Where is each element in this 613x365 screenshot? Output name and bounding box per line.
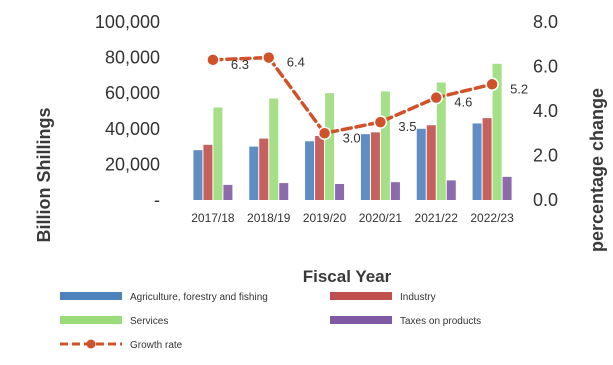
x-tick-label: 2022/23	[470, 211, 514, 225]
legend-item: Taxes on products	[330, 316, 481, 327]
x-tick-label: 2021/22	[415, 211, 459, 225]
y-tick-label: -	[154, 190, 160, 210]
legend-swatch	[330, 292, 392, 300]
y-tick-label: 60,000	[105, 83, 160, 103]
growth-rate-label: 3.0	[343, 130, 361, 145]
growth-rate-label: 6.4	[287, 55, 305, 70]
bar	[269, 98, 279, 200]
y-tick-label: 20,000	[105, 154, 160, 174]
bar	[223, 184, 233, 200]
bar	[472, 123, 482, 200]
growth-rate-point	[373, 115, 388, 129]
growth-rate-point	[317, 126, 332, 140]
bars-layer	[193, 63, 512, 200]
growth-rate-point	[206, 53, 220, 67]
y-axis-title: Billion Shillings	[34, 108, 54, 243]
y-tick-label: 80,000	[105, 48, 160, 68]
legend-item: Agriculture, forestry and fishing	[60, 292, 268, 303]
bar	[436, 82, 446, 200]
x-axis-title: Fiscal Year	[303, 267, 392, 286]
growth-rate-label: 6.3	[231, 57, 249, 72]
y2-tick-label: 6.0	[533, 57, 558, 77]
x-tick-label: 2017/18	[191, 211, 235, 225]
bar	[370, 132, 380, 200]
growth-rate-label: 5.2	[510, 81, 528, 96]
x-tick-label: 2018/19	[247, 211, 291, 225]
bar	[492, 63, 502, 200]
growth-rate-label: 3.5	[398, 119, 416, 134]
legend-label: Taxes on products	[400, 316, 481, 327]
growth-rate-line	[211, 55, 494, 136]
bar	[249, 146, 259, 200]
legend-label: Agriculture, forestry and fishing	[130, 292, 268, 303]
y2-axis-title: percentage change	[587, 88, 607, 252]
bar	[502, 176, 512, 200]
bar	[446, 180, 456, 200]
x-tick-label: 2020/21	[359, 211, 403, 225]
bar	[305, 141, 315, 200]
bar	[335, 183, 345, 200]
bar	[315, 135, 325, 200]
legend-swatch	[330, 316, 392, 324]
bar	[213, 107, 223, 200]
growth-rate-point	[429, 90, 443, 105]
y2-tick-label: 0.0	[533, 190, 558, 210]
legend-label: Growth rate	[130, 340, 183, 351]
growth-rate-label: 4.6	[454, 95, 472, 110]
legend-item: Growth rate	[60, 339, 183, 351]
legend-swatch	[60, 316, 122, 324]
bar	[203, 144, 213, 200]
bar	[360, 134, 370, 200]
legend-swatch	[60, 292, 122, 300]
y-tick-label: 40,000	[105, 119, 160, 139]
growth-rate-point	[485, 77, 499, 92]
bar	[325, 93, 335, 200]
y2-tick-label: 2.0	[533, 146, 558, 166]
bar	[482, 118, 492, 200]
legend-marker	[86, 339, 96, 349]
x-tick-label: 2019/20	[303, 211, 347, 225]
legend-item: Industry	[330, 292, 436, 303]
bar	[259, 138, 269, 200]
growth-rate-point	[262, 50, 276, 65]
bar	[426, 125, 436, 200]
y2-tick-label: 4.0	[533, 101, 558, 121]
bar	[416, 128, 426, 200]
legend: Agriculture, forestry and fishing Industr…	[60, 292, 481, 351]
y-tick-label: 100,000	[95, 12, 160, 32]
labels-layer: - 20,000 40,000 60,000 80,000 100,000 0.0 2.0 4.…	[95, 12, 558, 225]
bar	[380, 91, 390, 200]
legend-item: Services	[60, 316, 168, 327]
y2-tick-label: 8.0	[533, 12, 558, 32]
legend-label: Services	[130, 316, 168, 327]
legend-label: Industry	[400, 292, 436, 303]
growth-line-layer: 6.3 6.4 3.0 3.5 4.6 5.2	[206, 50, 528, 145]
bar	[279, 183, 289, 200]
bar	[193, 150, 203, 200]
bar	[390, 182, 400, 200]
